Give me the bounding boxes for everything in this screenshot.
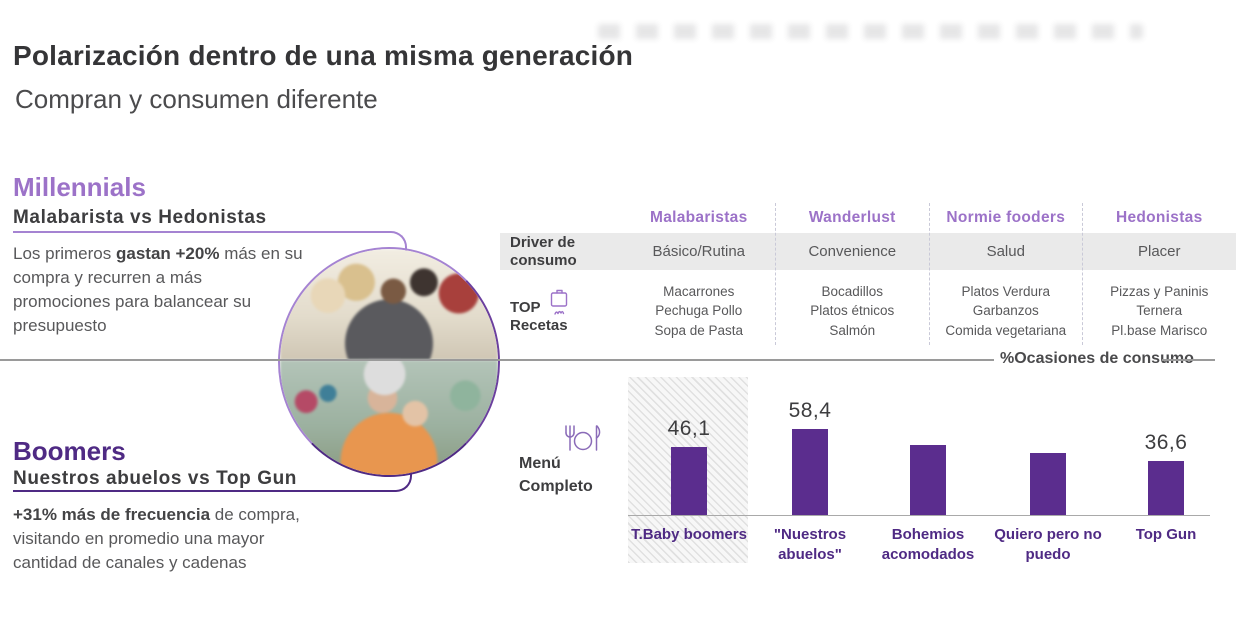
generation-photos xyxy=(278,247,500,477)
table-column-separator xyxy=(1082,203,1083,345)
consumption-chart: 46,1 T.Baby boomers 58,4 "Nuestros abuelos"… xyxy=(628,377,1218,621)
x-axis-line xyxy=(628,515,1210,516)
chart-bar xyxy=(671,447,707,515)
recipe-item: Platos étnicos xyxy=(810,303,895,319)
fork-plate-knife-icon xyxy=(565,425,601,451)
recipes-row-label-bottom: Recetas xyxy=(510,317,568,334)
millennials-photo xyxy=(280,249,498,360)
driver-value: Convenience xyxy=(808,243,897,260)
boomers-photo xyxy=(280,360,498,475)
table-column-header: Malabaristas xyxy=(649,209,748,226)
category-label: Quiero pero no puedo xyxy=(994,526,1102,563)
chart-bar xyxy=(910,445,946,515)
table-column-header: Wanderlust xyxy=(808,209,896,226)
recipe-item: Macarrones xyxy=(663,284,735,300)
millennials-heading: Millennials xyxy=(13,172,146,202)
faded-watermark xyxy=(598,24,1143,39)
category-label: T.Baby boomers xyxy=(631,526,747,543)
highlight-hatch xyxy=(628,377,748,563)
chart-bar xyxy=(1148,461,1184,515)
recipes-cell: Pizzas y Paninis Ternera Pl.base Marisco xyxy=(1083,282,1237,339)
driver-row-label: Driver de consumo xyxy=(510,233,577,269)
table-column-separator xyxy=(775,203,776,345)
recipe-item: Garbanzos xyxy=(972,303,1039,319)
recipes-row-label: TOP Recetas xyxy=(500,287,622,335)
boomers-description: +31% más de frecuencia de compra, visita… xyxy=(13,503,303,575)
recipe-item: Sopa de Pasta xyxy=(654,322,744,338)
category-label: Top Gun xyxy=(1135,526,1197,543)
recipes-cell: Macarrones Pechuga Pollo Sopa de Pasta xyxy=(622,282,776,339)
millennials-description-prefix: Los primeros xyxy=(13,244,116,263)
driver-value: Placer xyxy=(1137,243,1181,260)
recipes-row-label-top: TOP xyxy=(510,299,541,316)
recipe-item: Salmón xyxy=(829,322,876,338)
recipe-item: Pl.base Marisco xyxy=(1111,322,1208,338)
driver-value: Salud xyxy=(986,243,1025,260)
section-divider-line xyxy=(0,359,994,361)
table-recipes-row: TOP Recetas Macarrones Pechuga Pollo Sopa … xyxy=(500,275,1236,347)
recipes-cell: Bocadillos Platos étnicos Salmón xyxy=(776,282,930,339)
category-label: Bohemios acomodados xyxy=(881,526,975,563)
boomers-heading: Boomers xyxy=(13,436,126,466)
page-subtitle: Compran y consumen diferente xyxy=(15,84,378,114)
recipe-item: Pizzas y Paninis xyxy=(1110,284,1209,300)
millennials-description-bold: gastan +20% xyxy=(115,244,220,263)
millennials-description: Los primeros gastan +20% más en su compr… xyxy=(13,242,303,339)
driver-value: Básico/Rutina xyxy=(652,243,746,260)
boomers-description-bold: +31% más de frecuencia xyxy=(13,505,211,524)
bar-value-label: 58,4 xyxy=(788,399,832,422)
recipe-item: Pechuga Pollo xyxy=(655,303,743,319)
chart-title: %Ocasiones de consumo xyxy=(1000,350,1194,367)
millennials-subheading: Malabarista vs Hedonistas xyxy=(13,207,267,228)
cooking-pot-icon xyxy=(550,289,567,315)
menu-label-line1: Menú xyxy=(519,455,561,472)
menu-label-line2: Completo xyxy=(519,478,593,496)
menu-completo-label: Menú Completo xyxy=(519,452,593,498)
recipe-item: Ternera xyxy=(1136,303,1183,319)
recipe-item: Platos Verdura xyxy=(961,284,1051,300)
table-header-row: Malabaristas Wanderlust Normie fooders Hedo… xyxy=(500,203,1236,233)
chart-bar xyxy=(792,429,828,515)
bar-value-label: 46,1 xyxy=(667,417,711,440)
page-title: Polarización dentro de una misma generac… xyxy=(13,40,634,71)
boomers-description-suffix: de compra, visitando en promedio una may… xyxy=(13,505,300,573)
table-column-header: Normie fooders xyxy=(946,209,1066,226)
chart-bar xyxy=(1030,453,1066,515)
category-label: "Nuestros abuelos" xyxy=(773,526,847,563)
bar-value-label: 36,6 xyxy=(1144,431,1188,454)
recipe-item: Comida vegetariana xyxy=(945,322,1067,338)
recipe-item: Bocadillos xyxy=(821,284,884,300)
section-divider-line-right xyxy=(1162,359,1215,361)
segments-table: Malabaristas Wanderlust Normie fooders Hedo… xyxy=(500,203,1236,347)
boomers-subheading: Nuestros abuelos vs Top Gun xyxy=(13,468,297,489)
table-column-separator xyxy=(928,203,930,345)
table-driver-row: Driver de consumo Básico/Rutina Convenien… xyxy=(500,233,1236,270)
recipes-cell: Platos Verdura Garbanzos Comida vegetarian… xyxy=(929,282,1083,339)
table-column-header: Hedonistas xyxy=(1115,209,1203,226)
